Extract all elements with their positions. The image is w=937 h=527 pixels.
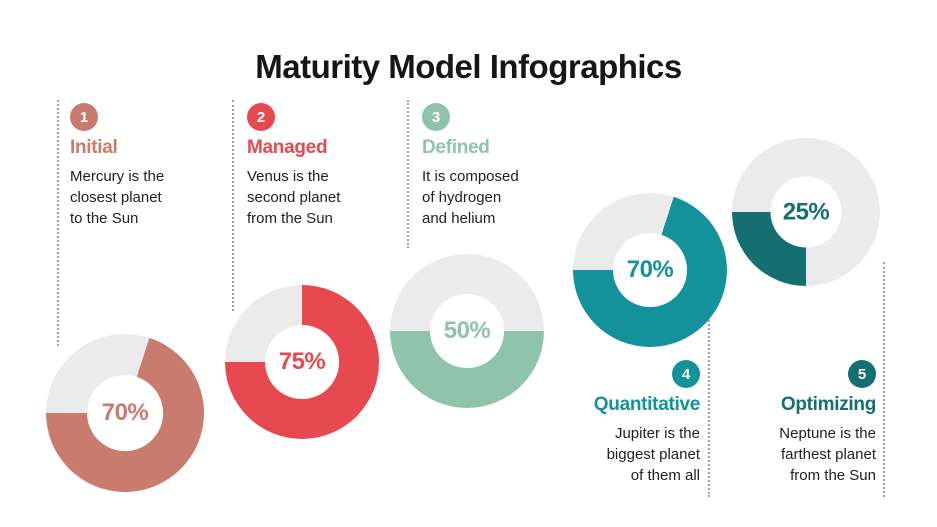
dotted-divider-3: [407, 100, 409, 248]
page-title: Maturity Model Infographics: [255, 48, 682, 85]
step-managed: 2 Managed Venus is the second planet fro…: [247, 103, 377, 229]
step-initial: 1 Initial Mercury is the closest planet …: [70, 103, 200, 229]
donut-percentage: 25%: [782, 198, 830, 225]
step-number: 4: [681, 365, 691, 383]
step-title: Managed: [247, 137, 328, 158]
step-title: Defined: [422, 137, 490, 158]
dotted-divider-1: [57, 100, 59, 346]
donut-hole: 70%: [87, 375, 163, 451]
donut-chart-optimizing: 25%: [732, 138, 880, 286]
donut-hole: 25%: [770, 176, 842, 248]
donut-hole: 75%: [265, 325, 339, 399]
donut-chart-defined: 50%: [390, 254, 544, 408]
step-title: Initial: [70, 137, 118, 158]
step-number: 2: [256, 108, 266, 126]
step-number-badge: 3: [422, 103, 450, 131]
step-number: 1: [79, 108, 89, 126]
donut-chart-quantitative: 70%: [573, 193, 727, 347]
step-description: Neptune is the farthest planet from the …: [779, 425, 876, 484]
dotted-divider-2: [232, 100, 234, 311]
step-defined: 3 Defined It is composed of hydrogen and…: [422, 103, 552, 229]
step-title: Optimizing: [780, 394, 876, 415]
step-number-badge: 4: [672, 360, 700, 388]
donut-percentage: 50%: [443, 317, 491, 344]
step-number: 5: [857, 365, 867, 383]
dotted-divider-4: [708, 309, 710, 497]
step-number: 3: [431, 108, 441, 126]
dotted-divider-5: [883, 262, 885, 497]
step-description: Venus is the second planet from the Sun: [247, 168, 341, 227]
donut-percentage: 70%: [626, 256, 674, 283]
donut-hole: 70%: [613, 233, 687, 307]
step-description: It is composed of hydrogen and helium: [422, 168, 519, 227]
step-quantitative: 4 Quantitative Jupiter is the biggest pl…: [570, 360, 700, 486]
donut-chart-managed: 75%: [225, 285, 379, 439]
donut-percentage: 70%: [101, 398, 149, 426]
step-optimizing: 5 Optimizing Neptune is the farthest pla…: [736, 360, 876, 486]
donut-percentage: 75%: [278, 348, 326, 375]
step-number-badge: 2: [247, 103, 275, 131]
donut-hole: 50%: [430, 294, 504, 368]
step-number-badge: 1: [70, 103, 98, 131]
donut-chart-initial: 70%: [46, 334, 204, 492]
step-description: Mercury is the closest planet to the Sun: [70, 168, 165, 227]
step-title: Quantitative: [593, 394, 701, 415]
step-description: Jupiter is the biggest planet of them al…: [606, 425, 700, 484]
step-number-badge: 5: [848, 360, 876, 388]
